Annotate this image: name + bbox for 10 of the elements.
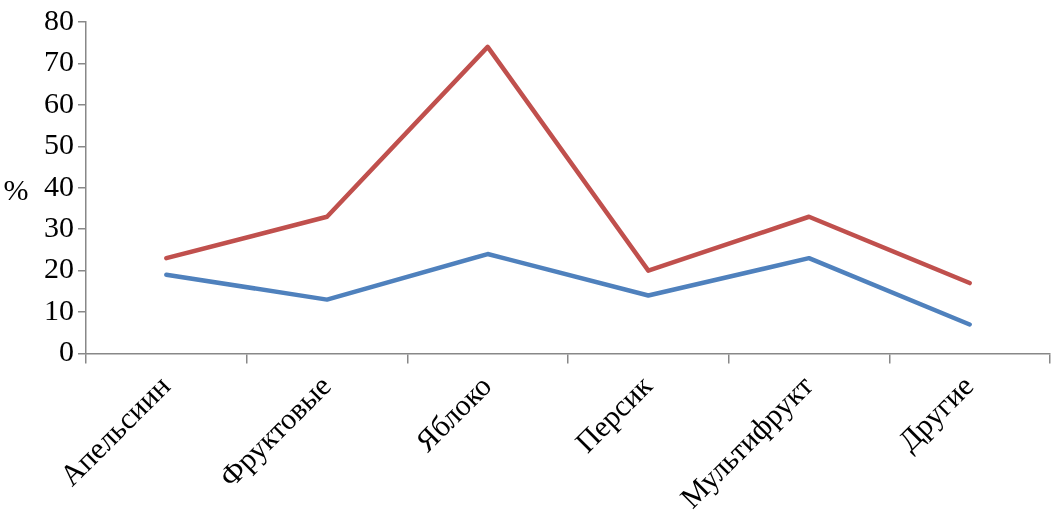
y-tick-label: 0 [59,334,74,368]
y-tick-label: 60 [44,85,74,119]
y-tick-label: 20 [44,251,74,285]
y-tick-label: 50 [44,127,74,161]
y-tick-label: 80 [44,2,74,36]
y-axis-title: % [3,172,29,206]
y-tick-label: 10 [44,292,74,326]
y-tick-label: 40 [44,168,74,202]
y-tick-label: 70 [44,44,74,78]
y-tick-label: 30 [44,210,74,244]
